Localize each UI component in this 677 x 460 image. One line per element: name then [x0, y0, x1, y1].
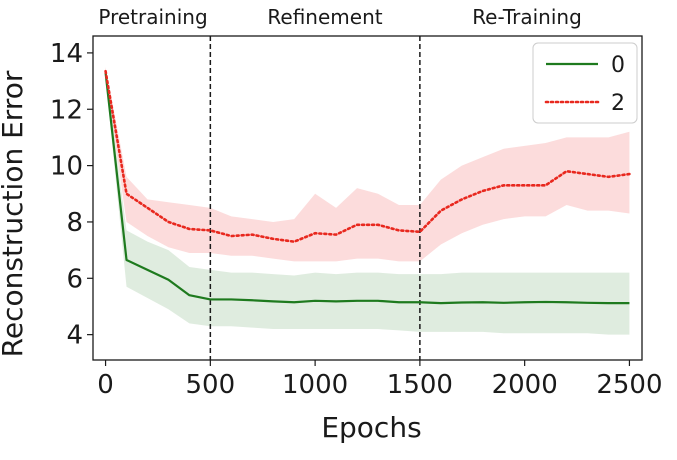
x-tick-label: 1500 [387, 370, 453, 400]
series-band-0 [105, 69, 630, 335]
x-tick-label: 0 [97, 370, 114, 400]
x-tick-label: 500 [186, 370, 236, 400]
y-tick-label: 14 [50, 39, 83, 69]
series-band-2 [105, 66, 630, 262]
phase-labels: Pretraining Refinement Re-Training [98, 5, 581, 29]
series-line-2 [104, 69, 631, 243]
phase-label: Pretraining [98, 5, 207, 29]
y-tick-label: 10 [50, 152, 83, 182]
y-tick-label: 12 [50, 95, 83, 125]
legend-label-0: 0 [611, 53, 625, 78]
x-axis-label: Epochs [321, 411, 421, 444]
bands-layer [105, 66, 630, 335]
x-tick-label: 2500 [596, 370, 662, 400]
x-tick-label: 1000 [282, 370, 348, 400]
phase-dividers-layer [209, 36, 421, 360]
y-tick-label: 6 [66, 264, 83, 294]
series-line-0 [104, 72, 630, 305]
x-tick-label: 2000 [492, 370, 558, 400]
legend: 02 [532, 42, 638, 124]
y-axis: 4 6 8 10 12 14 [50, 39, 93, 351]
y-tick-label: 4 [66, 321, 83, 351]
lines-layer [104, 69, 631, 305]
phase-label: Re-Training [472, 5, 582, 29]
y-axis-label: Reconstruction Error [0, 70, 29, 357]
legend-label-2: 2 [611, 91, 625, 116]
y-tick-label: 8 [66, 208, 83, 238]
phase-label: Refinement [267, 5, 382, 29]
plot-frame [92, 35, 643, 361]
x-axis: 0 500 1000 1500 2000 2500 [97, 360, 663, 400]
